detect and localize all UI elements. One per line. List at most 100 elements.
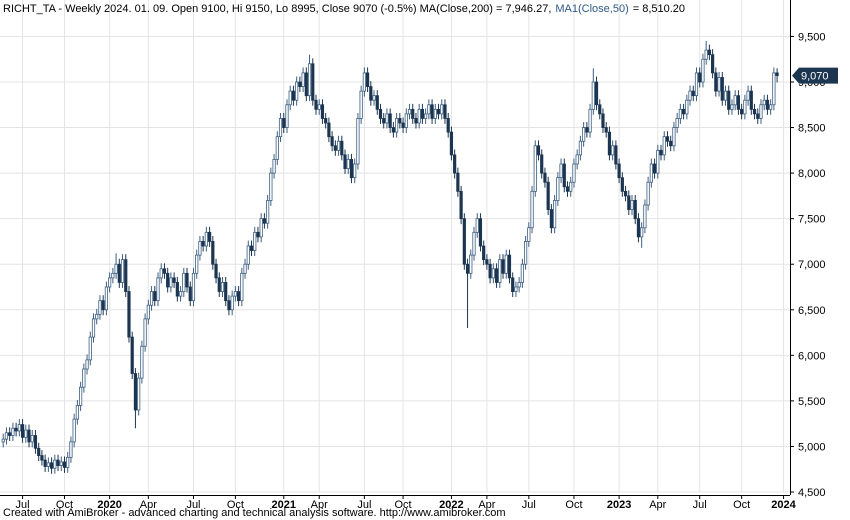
y-tick-label: 5,500 (798, 396, 826, 408)
candle-body (685, 99, 689, 115)
candle-body (149, 291, 154, 306)
candle-body (601, 113, 605, 128)
y-tick-label: 6,000 (798, 350, 826, 362)
candle-body (730, 104, 734, 110)
y-tick-label: 7,500 (798, 214, 826, 226)
candle-body (204, 231, 208, 247)
candle-body (37, 447, 41, 456)
candle-body (291, 90, 296, 101)
candle-body (578, 140, 583, 156)
candle-body (411, 108, 415, 119)
candle-body (594, 81, 599, 106)
candle-body (498, 259, 502, 283)
candle-body (391, 127, 395, 133)
candle-body (178, 291, 183, 297)
candle-body (582, 127, 586, 142)
candle-body (146, 304, 150, 320)
candle-body (317, 104, 321, 110)
x-tick-label: Apr (140, 499, 157, 511)
candle-body (398, 118, 402, 124)
candle-body (372, 95, 376, 101)
candle-body (511, 277, 515, 292)
candle-body (11, 427, 15, 436)
candle-body (30, 435, 34, 443)
candle-body (636, 218, 641, 238)
candle-body (717, 77, 721, 92)
candle-body (640, 227, 644, 238)
x-tick-label: 2024 (771, 499, 796, 511)
candle-body (240, 272, 244, 302)
candle-body (27, 429, 31, 443)
candle-body (694, 72, 699, 97)
candle-body (14, 427, 18, 432)
candle-body (237, 291, 241, 302)
candle-body (553, 200, 557, 229)
candle-body (675, 118, 679, 128)
candle-body (436, 108, 441, 115)
ma-label: MA1(Close,50) (555, 3, 628, 15)
x-tick-label: Oct (565, 499, 582, 511)
candle-body (662, 136, 666, 156)
candle-body (233, 291, 237, 297)
candle-body (746, 90, 750, 101)
x-tick-label: Oct (56, 499, 73, 511)
candle-body (320, 104, 325, 119)
candle-body (72, 418, 76, 443)
candle-body (46, 462, 50, 467)
candle-body (298, 81, 302, 87)
candle-body (607, 131, 612, 156)
candle-body (198, 241, 202, 256)
candle-body (540, 154, 544, 174)
candle-body (775, 72, 779, 77)
candle-body (56, 459, 60, 466)
candle-body (111, 272, 115, 279)
candle-body (546, 181, 550, 210)
candle-body (175, 282, 179, 297)
candle-body (591, 81, 595, 110)
candle-body (156, 277, 160, 302)
candle-body (246, 245, 250, 265)
candle-body (153, 291, 157, 302)
candle-body (124, 259, 128, 292)
y-tick-label: 9,500 (798, 31, 826, 43)
x-tick-label: 2020 (97, 499, 121, 511)
candle-body (572, 163, 576, 183)
y-tick-label: 7,000 (798, 259, 826, 271)
candle-body (101, 300, 105, 311)
candle-body (59, 461, 63, 466)
candle-body (756, 113, 760, 119)
candle-body (424, 113, 428, 119)
candle-body (227, 300, 231, 311)
last-price-box (792, 67, 838, 84)
candle-body (117, 263, 121, 283)
candle-body (324, 118, 328, 124)
candle-body (249, 245, 254, 251)
candle-body (733, 95, 737, 106)
candle-body (188, 286, 192, 302)
x-tick-label: Jul (357, 499, 371, 511)
candle-body (304, 72, 308, 97)
candle-body (772, 72, 776, 106)
candle-body (665, 136, 670, 142)
x-tick-label: 2022 (439, 499, 463, 511)
candle-body (649, 163, 653, 183)
candle-body (752, 108, 757, 115)
candle-body (288, 90, 292, 106)
candle-body (230, 295, 234, 311)
candle-body (282, 118, 286, 128)
y-tick-label: 8,500 (798, 123, 826, 135)
candle-body (385, 113, 389, 124)
candle-body (91, 318, 96, 338)
candle-body (430, 104, 434, 119)
candle-body (8, 432, 12, 436)
candle-body (472, 231, 476, 256)
candle-body (82, 368, 86, 388)
candle-body (220, 282, 225, 292)
candle-body (469, 254, 473, 274)
candle-body (172, 277, 176, 283)
candle-body (4, 432, 9, 440)
candle-body (33, 435, 38, 449)
candles (1, 41, 779, 474)
candle-body (207, 231, 212, 242)
candle-body (433, 108, 437, 119)
